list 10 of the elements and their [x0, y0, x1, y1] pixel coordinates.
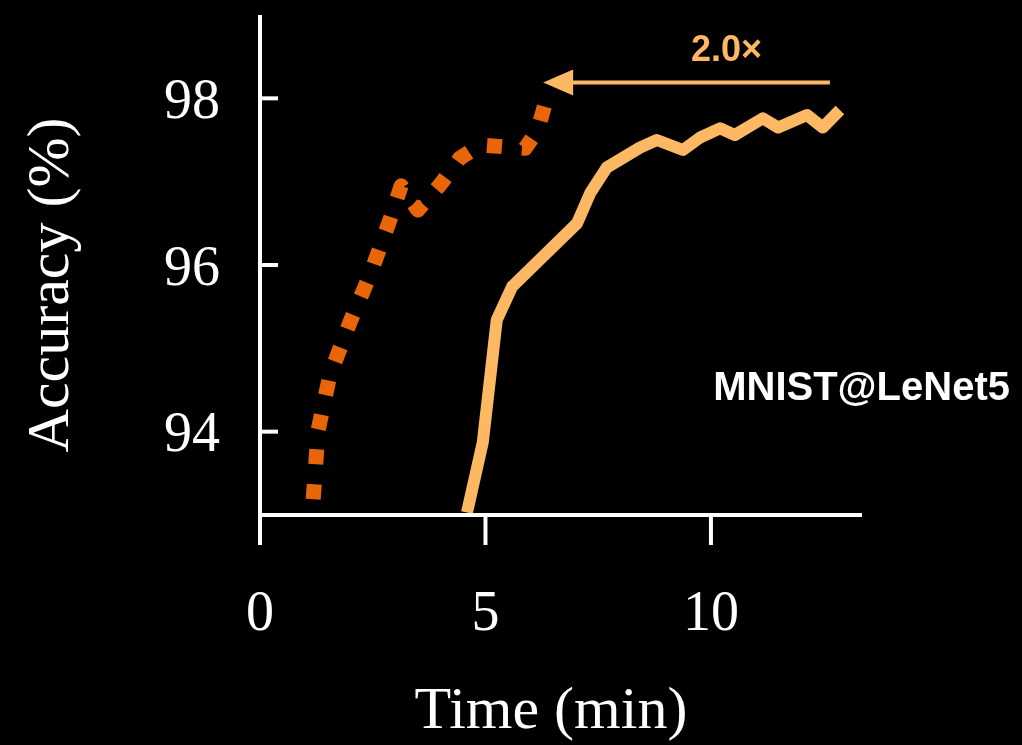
- x-tick-label: 0: [246, 580, 274, 642]
- y-tick-label: 96: [164, 234, 220, 297]
- x-axis-title: Time (min): [414, 675, 688, 741]
- x-tick-label: 5: [471, 580, 500, 642]
- annotation: 2.0×: [690, 27, 763, 69]
- y-tick-label: 98: [164, 67, 220, 130]
- y-axis-title: Accuracy (%): [15, 117, 81, 453]
- x-tick-label: 10: [682, 580, 739, 642]
- annotation: MNIST@LeNet5: [713, 364, 1010, 408]
- y-tick-label: 94: [164, 401, 220, 464]
